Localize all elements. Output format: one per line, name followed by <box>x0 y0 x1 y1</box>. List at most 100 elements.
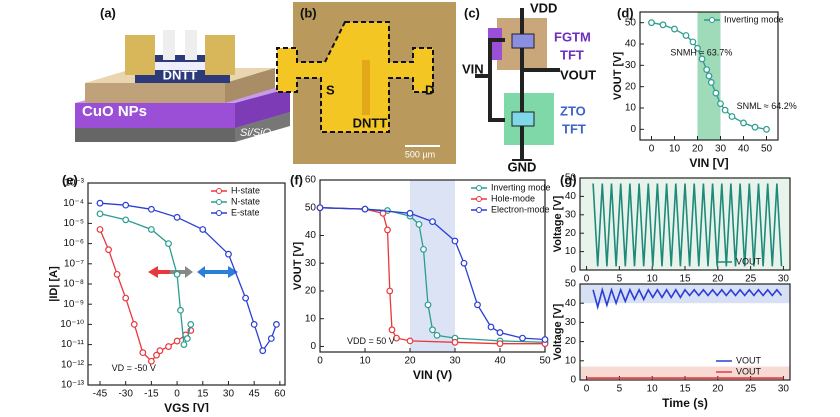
x-axis-label: VIN [V] <box>689 156 728 170</box>
x-tick-label: 25 <box>745 274 757 285</box>
data-point <box>740 119 747 127</box>
x-tick-label: 20 <box>692 144 704 155</box>
x-tick-label: 10 <box>359 356 371 367</box>
legend-marker <box>216 210 222 216</box>
data-point <box>433 331 441 339</box>
data-point <box>648 19 655 27</box>
data-point <box>122 201 130 209</box>
optical-image: S D DNTT 500 µm <box>276 2 456 164</box>
data-point <box>659 21 667 29</box>
data-point <box>751 123 759 131</box>
panel-label: (e) <box>62 172 78 187</box>
y-axis-label: VOUT [V] <box>292 242 304 291</box>
y-tick-label: 0 <box>310 341 316 352</box>
data-point <box>429 218 436 226</box>
data-point <box>388 326 396 334</box>
node-label: GND <box>508 159 537 174</box>
data-point <box>130 321 138 328</box>
x-axis-label: VGS [V] <box>164 401 209 412</box>
panel-label: (c) <box>464 5 480 20</box>
x-tick-label: 40 <box>738 144 750 155</box>
data-point <box>496 329 504 336</box>
y-tick-label: 50 <box>305 202 317 213</box>
y-tick-label: 10 <box>625 103 637 114</box>
node-label: VIN <box>462 61 484 76</box>
data-point <box>406 209 414 217</box>
data-point <box>183 335 191 342</box>
y-tick-label: 10⁻⁸ <box>63 279 84 290</box>
data-point <box>496 340 504 348</box>
data-point <box>96 199 104 207</box>
data-point <box>316 204 324 212</box>
y-tick-label: 50 <box>565 173 577 184</box>
y-tick-label: 60 <box>305 175 317 186</box>
y-tick-label: 10 <box>305 313 317 324</box>
y-tick-label: 10 <box>565 246 577 257</box>
data-point <box>424 301 432 309</box>
legend-label: VOUT <box>736 366 762 376</box>
legend-label: Inverting mode <box>724 14 784 24</box>
data-point <box>225 250 232 258</box>
scale-bar: 500 µm <box>405 149 435 159</box>
data-point <box>96 226 104 233</box>
x-axis-label: VIN (V) <box>413 368 452 382</box>
shift-arrows <box>148 266 238 278</box>
legend-marker <box>476 185 482 191</box>
data-point <box>177 306 184 314</box>
data-point <box>147 357 155 365</box>
y-tick-label: 10⁻⁶ <box>63 238 84 249</box>
layer-label: Si/SiO₂ <box>240 127 276 139</box>
series-line <box>592 286 783 311</box>
y-axis-label: Voltage [V] <box>552 303 564 360</box>
legend-label: Electron-mode <box>491 204 550 214</box>
node-label: VDD <box>530 0 557 15</box>
data-point <box>259 347 267 355</box>
y-band <box>580 284 790 304</box>
data-point <box>180 341 188 349</box>
legend-label: H-state <box>231 185 260 195</box>
data-point <box>122 216 130 224</box>
x-tick-label: 0 <box>174 389 180 400</box>
x-tick-label: 30 <box>449 356 461 367</box>
x-tick-label: 20 <box>712 384 724 395</box>
data-point <box>173 213 181 221</box>
x-tick-label: -15 <box>144 389 159 400</box>
data-point <box>487 323 495 331</box>
y-tick-label: 10⁻³ <box>64 178 84 189</box>
y-tick-label: 10⁻¹¹ <box>61 339 85 350</box>
circuit-diagram: VDD FGTM TFT VIN VOUT ZTO TFT GND <box>462 0 596 174</box>
x-tick-label: 40 <box>494 356 506 367</box>
y-axis-label: Voltage [V] <box>552 195 564 252</box>
data-point <box>689 38 697 46</box>
data-point <box>273 321 280 328</box>
data-point <box>415 220 423 228</box>
y-tick-label: 10⁻⁷ <box>64 258 84 269</box>
y-tick-label: 30 <box>305 258 317 269</box>
data-point <box>147 205 155 213</box>
channel-label: DNTT <box>353 115 388 130</box>
data-point <box>386 287 394 295</box>
y-tick-label: 10⁻¹² <box>61 359 85 370</box>
data-point <box>707 78 715 86</box>
data-point <box>694 44 701 52</box>
data-point <box>698 55 706 63</box>
x-tick-label: 10 <box>669 144 681 155</box>
legend-label: Hole-mode <box>491 193 535 203</box>
data-point <box>474 301 481 309</box>
tft-label: TFT <box>562 121 586 136</box>
data-point <box>165 240 172 248</box>
electrode-label: D <box>425 82 434 97</box>
annotation: SNML ≈ 64.2% <box>737 101 797 111</box>
x-tick-label: 0 <box>584 274 590 285</box>
y-tick-label: 20 <box>305 286 317 297</box>
x-tick-label: 5 <box>617 274 623 285</box>
data-point <box>682 32 690 39</box>
legend-label: VOUT <box>736 355 762 365</box>
tft-label: TFT <box>560 47 584 62</box>
data-point <box>393 334 400 342</box>
data-point <box>671 25 678 33</box>
x-tick-label: 45 <box>249 389 261 400</box>
data-point <box>113 270 121 278</box>
data-point <box>519 334 526 342</box>
